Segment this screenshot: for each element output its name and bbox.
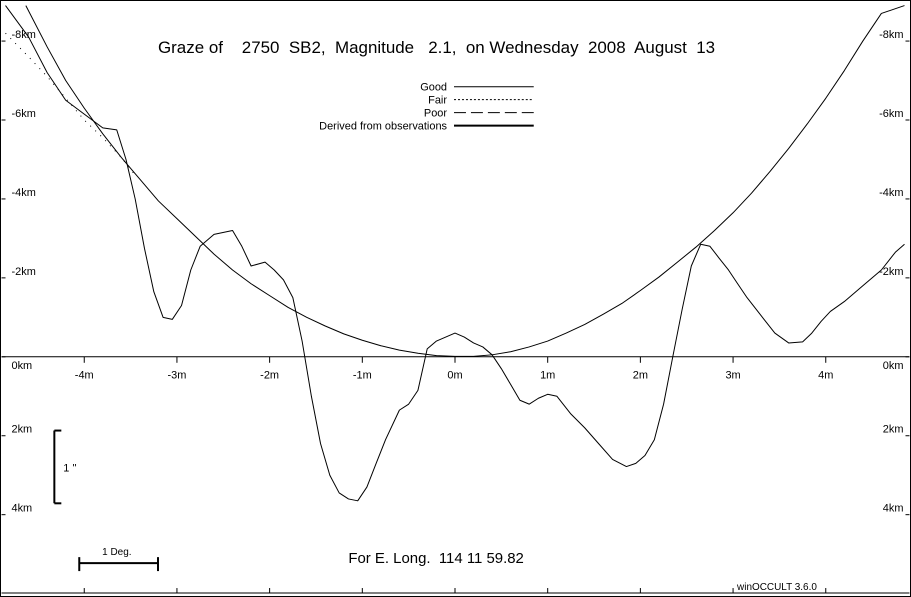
y-tick-label-left-5: 2km [11, 424, 32, 436]
series-line-0 [25, 5, 905, 357]
chart-title: Graze of 2750 SB2, Magnitude 2.1, on Wed… [158, 38, 715, 57]
y-tick-label-left-6: 4km [11, 503, 32, 515]
y-tick-label-right-6: 4km [883, 503, 904, 515]
legend-label-derived: Derived from observations [319, 121, 447, 133]
degree-scale-label: 1 Deg. [102, 547, 131, 558]
legend-label-good: Good [420, 82, 447, 94]
longitude-footer: For E. Long. 114 11 59.82 [348, 550, 524, 567]
x-tick-label-5: 1m [540, 370, 555, 382]
y-tick-label-right-2: -4km [879, 187, 903, 199]
y-ticks: -8km -8km -6km -6km -4km -4km -2km -2km 0km 0km 2k… [1, 29, 910, 516]
x-tick-label-4: 0m [447, 370, 462, 382]
x-tick-label-0: -4m [75, 370, 94, 382]
x-tick-label-8: 4m [818, 370, 833, 382]
y-tick-label-right-5: 2km [883, 424, 904, 436]
legend-label-fair: Fair [428, 95, 447, 107]
y-tick-label-right-1: -6km [879, 108, 903, 120]
y-tick-label-left-2: -4km [11, 187, 35, 199]
y-tick-label-right-0: -8km [879, 29, 903, 41]
vertical-scale-label: 1 '' [63, 462, 76, 474]
x-tick-label-7: 3m [725, 370, 740, 382]
y-tick-label-left-3: -2km [11, 266, 35, 278]
x-tick-label-2: -2m [260, 370, 279, 382]
y-tick-label-left-1: -6km [11, 108, 35, 120]
legend: Good Fair Poor Derived from observations [319, 82, 534, 133]
series-group [5, 5, 905, 502]
x-ticks: -4m -3m -2m -1m 0m 1m 2m 3m 4m [75, 356, 833, 594]
y-tick-label-right-4: 0km [883, 360, 904, 372]
y-tick-label-left-0: -8km [11, 29, 35, 41]
y-tick-label-left-4: 0km [11, 360, 32, 372]
x-tick-label-6: 2m [633, 370, 648, 382]
software-label: winOCCULT 3.6.0 [736, 582, 817, 593]
y-tick-label-right-3: -2km [879, 266, 903, 278]
degree-scale-indicator: 1 Deg. [78, 547, 159, 572]
x-tick-label-3: -1m [353, 370, 372, 382]
x-tick-label-1: -3m [167, 370, 186, 382]
series-line-1 [5, 5, 905, 502]
vertical-scale-indicator: 1 '' [53, 429, 77, 505]
legend-label-poor: Poor [424, 108, 447, 120]
